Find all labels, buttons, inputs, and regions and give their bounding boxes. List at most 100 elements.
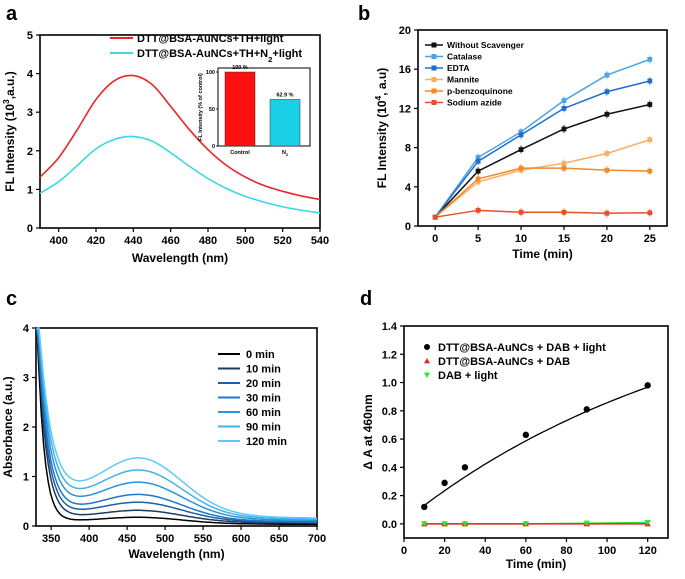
series-line-3 (36, 327, 317, 523)
inset-bar-value-1: 62.9 % (276, 92, 293, 98)
y-tick-label: 1.4 (382, 321, 398, 333)
data-point-0 (522, 431, 530, 439)
inset-category-1: N2 (282, 150, 288, 157)
y-axis-title-part: FL Intensity (10 (3, 104, 17, 192)
y-tick-label: 0.0 (382, 519, 397, 531)
inset-bar-0 (224, 71, 256, 147)
series-line-1 (434, 58, 651, 218)
panel-d: d 0 20 40 60 80 100 120 0.0 0.2 0.4 0.6 0.8 1.0 1.2 1.4… (360, 288, 669, 571)
y-tick-label: 4 (405, 182, 412, 194)
y-tick-label: 5 (27, 30, 33, 42)
x-tick-label: 550 (194, 533, 212, 545)
panel-label-d: d (360, 288, 372, 310)
y-axis-title-part: 4 (373, 95, 383, 100)
x-tick-label: 40 (479, 545, 491, 557)
y-tick-label: 4 (27, 69, 34, 81)
legend-marker-2 (424, 372, 430, 378)
legend-label-6: 120 min (246, 436, 287, 448)
x-tick-label: 500 (156, 533, 174, 545)
y-tick-label: 2 (27, 146, 33, 158)
legend-label-5: 90 min (246, 422, 281, 434)
x-tick-label: 25 (644, 233, 656, 245)
plot-frame (417, 29, 668, 227)
data-point-0 (583, 406, 590, 413)
inset-category-1-part: N (282, 150, 286, 156)
legend-label-4: 60 min (246, 407, 281, 419)
y-tick-label: 8 (405, 143, 411, 155)
series-line-6 (36, 327, 317, 519)
y-tick-label: 1 (27, 184, 33, 196)
panel-b: b 0 5 10 15 20 25 0 4 8 12 16 20 Time (min) FL Intensi… (358, 3, 668, 261)
panel-label-b: b (358, 3, 370, 25)
x-tick-label: 700 (308, 533, 326, 545)
inset-bar-1 (269, 99, 301, 147)
x-tick-label: 350 (42, 533, 60, 545)
y-tick-label: 1 (23, 472, 29, 484)
data-point-0 (441, 479, 448, 487)
fit-curve (423, 386, 648, 506)
legend-label-1: DTT@BSA-AuNCs + DAB (438, 356, 570, 368)
legend-label-0: DTT@BSA-AuNCs + DAB + light (438, 342, 606, 354)
legend-marker-1 (424, 358, 430, 364)
x-tick-label: 600 (232, 533, 250, 545)
x-axis-title: Wavelength (nm) (128, 547, 224, 561)
series-line-5 (36, 327, 317, 520)
legend-label-0: 0 min (246, 349, 275, 361)
series-line-4 (36, 327, 318, 522)
y-tick-label: 3 (23, 373, 29, 385)
plot-frame (403, 325, 669, 539)
inset-y-tick-label: 50 (209, 107, 215, 113)
data-point-2 (421, 521, 428, 528)
x-tick-label: 10 (515, 233, 527, 245)
y-axis-title-part: FL Intensity (10 (375, 100, 389, 188)
y-axis-title: FL Intensity (103,a.u.) (1, 71, 17, 191)
series-line-0 (36, 327, 317, 526)
y-tick-label: 0 (405, 221, 411, 233)
panel-c: c 350 400 450 500 550 600 650 700 0 1 2 3 4 Wavelength… (1, 288, 326, 561)
y-tick-label: 20 (399, 25, 411, 37)
legend: 0 min 10 min 20 min 30 min 60 min 90 min 120 m… (218, 349, 287, 448)
legend-marker-4 (431, 88, 437, 94)
x-tick-label: 0 (401, 545, 407, 557)
legend-label-4: p-benzoquinone (447, 86, 513, 96)
legend-label-0: Without Scavenger (447, 40, 525, 50)
inset-category-0: Control (230, 150, 250, 156)
inset-category-1-part: 2 (286, 153, 288, 157)
inset-y-tick-label: 100 (206, 70, 215, 76)
legend-label-3: 30 min (246, 393, 281, 405)
x-tick-label: 400 (80, 533, 98, 545)
x-tick-label: 100 (598, 545, 616, 557)
x-tick-label: 120 (639, 545, 657, 557)
y-axis-title: Δ A at 460nm (361, 394, 375, 470)
plot-frame (39, 34, 321, 229)
x-tick-label: 450 (118, 533, 136, 545)
y-tick-label: 0.4 (382, 462, 398, 474)
x-tick-label: 5 (475, 233, 481, 245)
legend-label-2: DAB + light (438, 370, 498, 382)
legend-label-1-part: 2 (268, 55, 272, 64)
y-axis-title-part: ,a.u.) (3, 71, 17, 99)
data-point-2 (441, 521, 448, 528)
series-line-2 (36, 327, 317, 524)
x-tick-label: 400 (49, 235, 67, 247)
legend-label-0: DTT@BSA-AuNCs+TH+light (137, 33, 284, 45)
y-tick-label: 0.2 (382, 491, 397, 503)
y-axis-title: FL Intensity (104, a.u) (373, 68, 389, 188)
y-tick-label: 12 (399, 103, 411, 115)
x-tick-label: 500 (236, 235, 254, 247)
data-point-2 (644, 519, 651, 526)
legend-label-1-part: DTT@BSA-AuNCs+TH+N (137, 48, 268, 60)
y-tick-label: 0.8 (382, 406, 397, 418)
x-tick-label: 60 (520, 545, 532, 557)
series-line-5 (435, 209, 650, 218)
series-line-1 (36, 327, 317, 524)
inset-y-tick-label: 0 (212, 144, 215, 150)
x-tick-label: 15 (558, 233, 570, 245)
x-tick-label: 20 (438, 545, 450, 557)
series-line-3 (434, 139, 651, 218)
legend-label-3: Mannite (447, 75, 479, 85)
x-tick-label: 650 (270, 533, 288, 545)
legend-label-1: 10 min (246, 364, 281, 376)
x-tick-label: 460 (161, 235, 179, 247)
y-tick-label: 0 (27, 223, 33, 235)
